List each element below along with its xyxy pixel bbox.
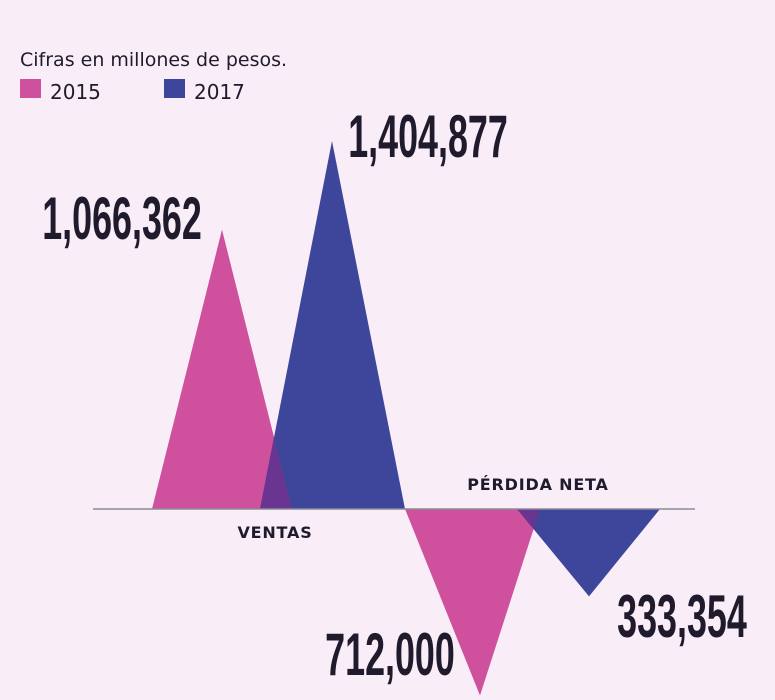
category-label-perdida-neta: PÉRDIDA NETA <box>467 475 608 494</box>
data-labels: 1,066,362 712,000 1,404,877 333,354 <box>42 102 747 688</box>
area-2015-perdida-neta <box>405 509 540 696</box>
data-label-2017-ventas: 1,404,877 <box>348 102 508 170</box>
chart-marks <box>152 141 660 696</box>
legend-label-2015: 2015 <box>50 80 101 104</box>
overlap-perdida-neta <box>517 509 540 530</box>
legend-label-2017: 2017 <box>194 80 245 104</box>
category-label-ventas: VENTAS <box>237 523 312 542</box>
area-2017-perdida-neta <box>517 509 660 597</box>
data-label-2015-ventas: 1,066,362 <box>42 184 202 252</box>
data-label-2015-perdida-neta: 712,000 <box>325 620 455 688</box>
chart-subtitle: Cifras en millones de pesos. <box>20 49 287 71</box>
area-2017-ventas <box>260 141 405 509</box>
area-2015-ventas <box>152 229 292 510</box>
legend-swatch-2017 <box>164 79 185 98</box>
legend-swatch-2015 <box>20 79 41 98</box>
data-label-2017-perdida-neta: 333,354 <box>617 582 747 650</box>
overlap-ventas <box>260 437 292 509</box>
